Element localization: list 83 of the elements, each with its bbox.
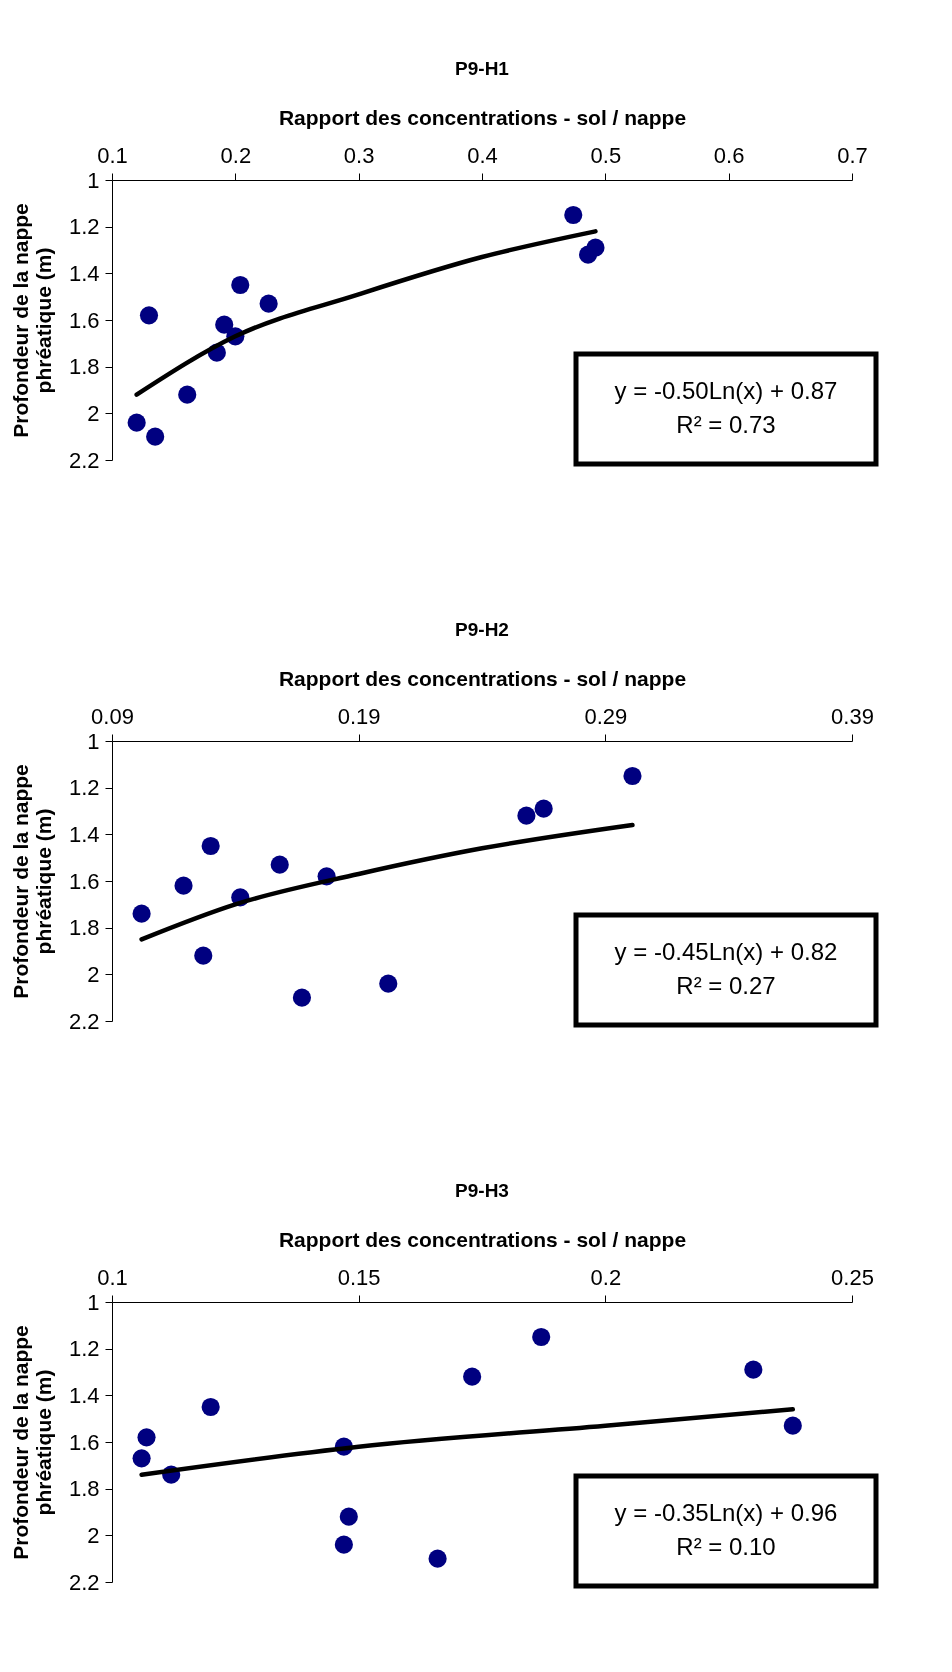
point (379, 974, 398, 993)
y-tick-label: 1.8 (68, 1476, 100, 1502)
point (463, 1367, 482, 1386)
y-tick-label: 1.4 (68, 260, 100, 286)
point (292, 988, 312, 1007)
line-series (139, 822, 635, 942)
annotation: y = -0.45Ln(x) + 0.82 (614, 938, 838, 965)
x-tick-label: 0.39 (831, 703, 874, 729)
point (534, 799, 553, 818)
point (215, 315, 234, 334)
y-tick-label: 1.4 (68, 1382, 100, 1408)
x-tick-label: 0.25 (831, 1264, 874, 1290)
point (783, 1416, 802, 1435)
y-tick-label: 1.8 (68, 915, 100, 941)
annotation: y = -0.35Ln(x) + 0.96 (614, 1499, 838, 1526)
point (428, 1549, 447, 1568)
x-tick-label: 0.5 (590, 142, 622, 168)
x-tick-label: 0.19 (337, 703, 381, 729)
x-tick-label: 0.1 (97, 1264, 128, 1290)
annotation: R² = 0.10 (676, 1533, 776, 1560)
annotation: R² = 0.27 (676, 972, 776, 999)
y-tick-label: 2.2 (68, 447, 100, 473)
point (146, 427, 165, 446)
point (744, 1360, 763, 1379)
y-tick-label: 1.2 (68, 775, 100, 801)
annotation: y = -0.50Ln(x) + 0.87 (614, 377, 838, 404)
x-axis-title: Rapport des concentrations - sol / nappe (278, 105, 687, 129)
point (623, 766, 642, 786)
x-tick-label: 0.4 (467, 142, 498, 168)
x-tick-label: 0.2 (220, 142, 252, 168)
point (517, 806, 536, 825)
y-tick-label: 2.2 (68, 1569, 100, 1595)
y-tick-label: 2 (87, 400, 100, 426)
point (578, 245, 598, 264)
x-tick-label: 0.3 (343, 142, 375, 168)
y-tick-label: 1 (87, 728, 100, 754)
y-tick-label: 1.4 (68, 821, 100, 847)
y-tick-label: 1.2 (68, 214, 100, 240)
x-tick-label: 0.6 (713, 142, 745, 168)
chart-title: P9-H3 (455, 1180, 509, 1201)
point (194, 946, 213, 965)
point (334, 1535, 353, 1554)
x-tick-label: 0.7 (837, 142, 868, 168)
point (132, 904, 151, 923)
point (127, 413, 146, 432)
point (137, 1428, 156, 1447)
x-tick-label: 0.09 (91, 703, 134, 729)
x-tick-label: 0.2 (590, 1264, 622, 1290)
point (132, 1449, 151, 1468)
x-tick-label: 0.15 (337, 1264, 381, 1290)
y-axis-title: Profondeur de la nappe phréatique (m) (8, 203, 55, 438)
y-tick-label: 2 (87, 961, 100, 987)
point (339, 1507, 358, 1526)
point (174, 876, 193, 895)
y-tick-label: 2.2 (68, 1008, 100, 1034)
point (532, 1327, 551, 1347)
point (270, 855, 289, 874)
y-tick-label: 1.6 (68, 868, 100, 894)
chart-title: P9-H1 (455, 58, 510, 79)
x-tick-label: 0.1 (97, 142, 128, 168)
x-axis-title: Rapport des concentrations - sol / nappe (278, 666, 687, 690)
point (201, 836, 220, 856)
annotation: R² = 0.73 (676, 411, 776, 438)
point (564, 205, 583, 225)
y-tick-label: 1.2 (68, 1336, 100, 1362)
x-axis-title: Rapport des concentrations - sol / nappe (278, 1227, 687, 1251)
point (139, 306, 159, 325)
y-tick-label: 1 (87, 167, 100, 193)
x-tick-label: 0.29 (584, 703, 628, 729)
point (178, 385, 197, 404)
point (259, 294, 278, 313)
y-tick-label: 2 (87, 1522, 100, 1548)
y-tick-label: 1.6 (68, 307, 100, 333)
y-tick-label: 1.6 (68, 1429, 100, 1455)
chart-title: P9-H2 (455, 619, 509, 640)
y-tick-label: 1.8 (68, 354, 100, 380)
point (201, 1397, 220, 1417)
line-series (139, 1407, 796, 1477)
point (231, 275, 250, 295)
y-axis-title: Profondeur de la nappe phréatique (m) (8, 1325, 55, 1560)
line-series (134, 229, 598, 397)
y-tick-label: 1 (87, 1289, 100, 1315)
y-axis-title: Profondeur de la nappe phréatique (m) (8, 764, 55, 999)
